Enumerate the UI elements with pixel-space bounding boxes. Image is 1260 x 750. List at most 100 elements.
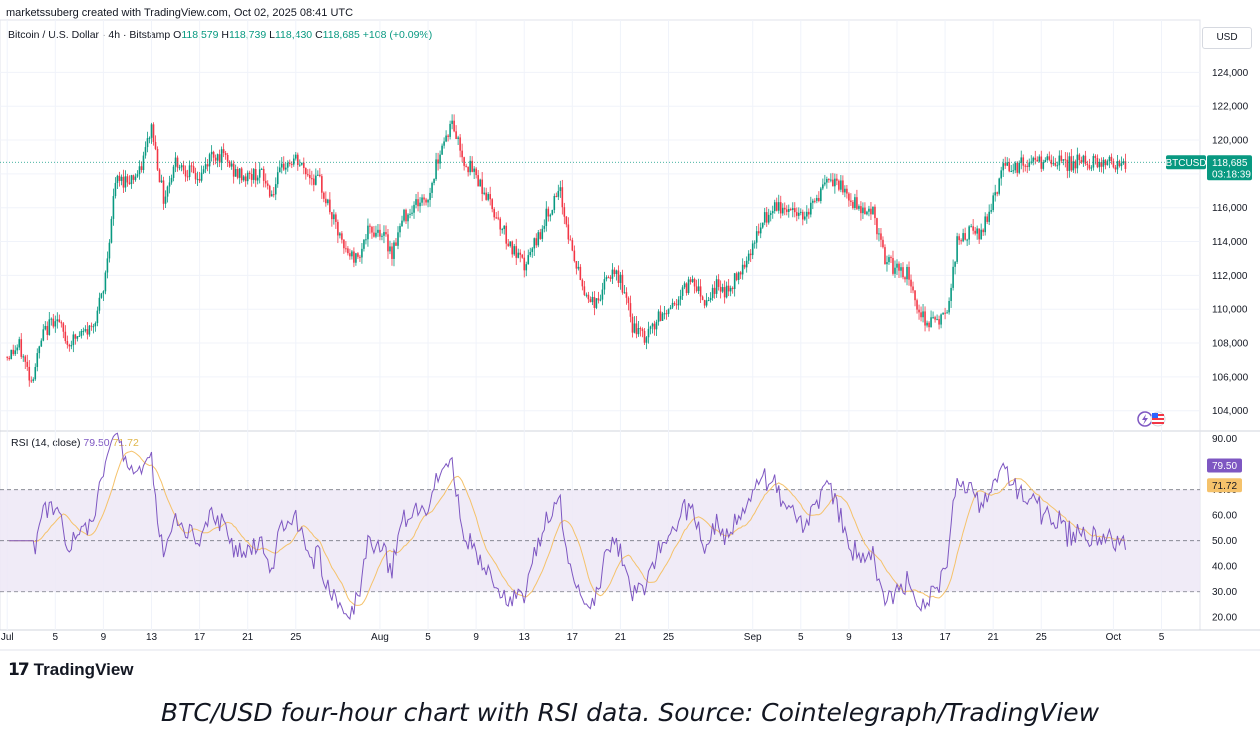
candle-body [389,246,391,252]
candle-body [236,169,239,178]
candle-body [258,169,261,178]
candle-body [802,211,804,220]
rsi-tick-label: 60.00 [1212,511,1237,522]
candle-body [822,184,824,189]
candle-body [341,233,343,240]
candle-body [6,356,9,358]
candle-body [36,353,39,368]
candle-body [689,279,692,282]
candle-body [779,202,782,214]
time-tick-label: 5 [425,632,431,643]
close-value: 118,685 [322,29,360,41]
rsi-line-layer [9,432,1126,621]
candle-body [918,309,920,313]
candle-body [902,267,904,278]
rsi-tick-label: 20.00 [1212,613,1237,624]
candle-body [633,323,636,333]
candle-body [315,175,317,185]
candle-body [172,166,175,178]
candle-body [242,176,245,181]
candle-body [960,240,962,242]
candle-body [810,202,812,215]
candle-body [44,325,47,330]
candle-body [365,239,367,241]
candle-body [511,241,514,255]
candle-body [1046,156,1049,161]
currency-button[interactable]: USD [1202,27,1252,49]
candle-body [1024,165,1027,167]
candle-body [56,319,59,322]
candle-body [349,253,351,257]
candle-body [214,157,217,161]
rsi-ma-badge-text: 71.72 [1212,481,1237,492]
candle-body [331,212,333,220]
candle-body [1002,163,1005,171]
candle-body [1056,165,1059,167]
candle-body [581,279,584,287]
candle-body [1086,163,1089,166]
candle-body [884,247,886,265]
candle-body [30,380,33,382]
chart-canvas[interactable]: 104,000 106,000 108,000 110,000 112,000 114,0… [0,0,1260,660]
candle-body [1066,159,1069,171]
candle-body [743,264,746,268]
price-tick-label: 122,000 [1212,102,1249,113]
candle-body [671,302,674,308]
candle-body [583,286,586,295]
candle-body [371,226,373,233]
candle-body [521,254,524,258]
candle-body [218,154,221,163]
candle-body [649,326,652,329]
candle-body [769,213,772,215]
rsi-tick-label: 30.00 [1212,587,1237,598]
candle-body [481,179,483,194]
candle-body [795,212,798,216]
candle-body [1078,154,1081,161]
candle-body [369,225,371,227]
candle-body [946,312,948,314]
candle-body [1094,155,1097,158]
candle-body [323,192,325,199]
candle-body [272,194,275,196]
candle-body [852,201,854,209]
candle-body [771,211,774,214]
candle-body [433,179,435,183]
candle-body [190,165,193,167]
candle-body [783,207,786,210]
candle-body [912,286,914,291]
candle-body [537,232,540,246]
candle-body [866,211,868,215]
candle-body [701,296,704,300]
candle-body [138,166,141,175]
candle-body [597,298,600,301]
candle-body [998,178,1000,194]
candle-body [70,345,73,347]
candle-body [824,182,826,185]
candle-body [1028,162,1031,167]
candle-body [276,172,279,185]
candle-body [170,177,173,183]
candle-body [944,312,946,314]
candle-body [1124,161,1127,169]
candle-body [828,178,830,181]
candle-body [8,357,11,360]
candle-body [16,347,19,351]
candle-body [42,329,45,341]
candle-body [645,337,648,343]
candle-body [10,349,13,360]
candle-body [282,163,285,170]
candle-body [1122,161,1125,164]
candle-body [234,169,237,177]
candle-body [100,293,103,298]
candle-body [922,311,924,318]
open-label: O [173,29,182,41]
candle-body [387,234,389,252]
candle-body [513,246,516,255]
candle-body [800,211,802,213]
candle-body [359,256,361,258]
candle-body [675,304,678,306]
candle-body [629,303,632,317]
time-tick-label: Aug [371,632,389,643]
candle-body [220,149,223,163]
candle-body [631,316,634,333]
